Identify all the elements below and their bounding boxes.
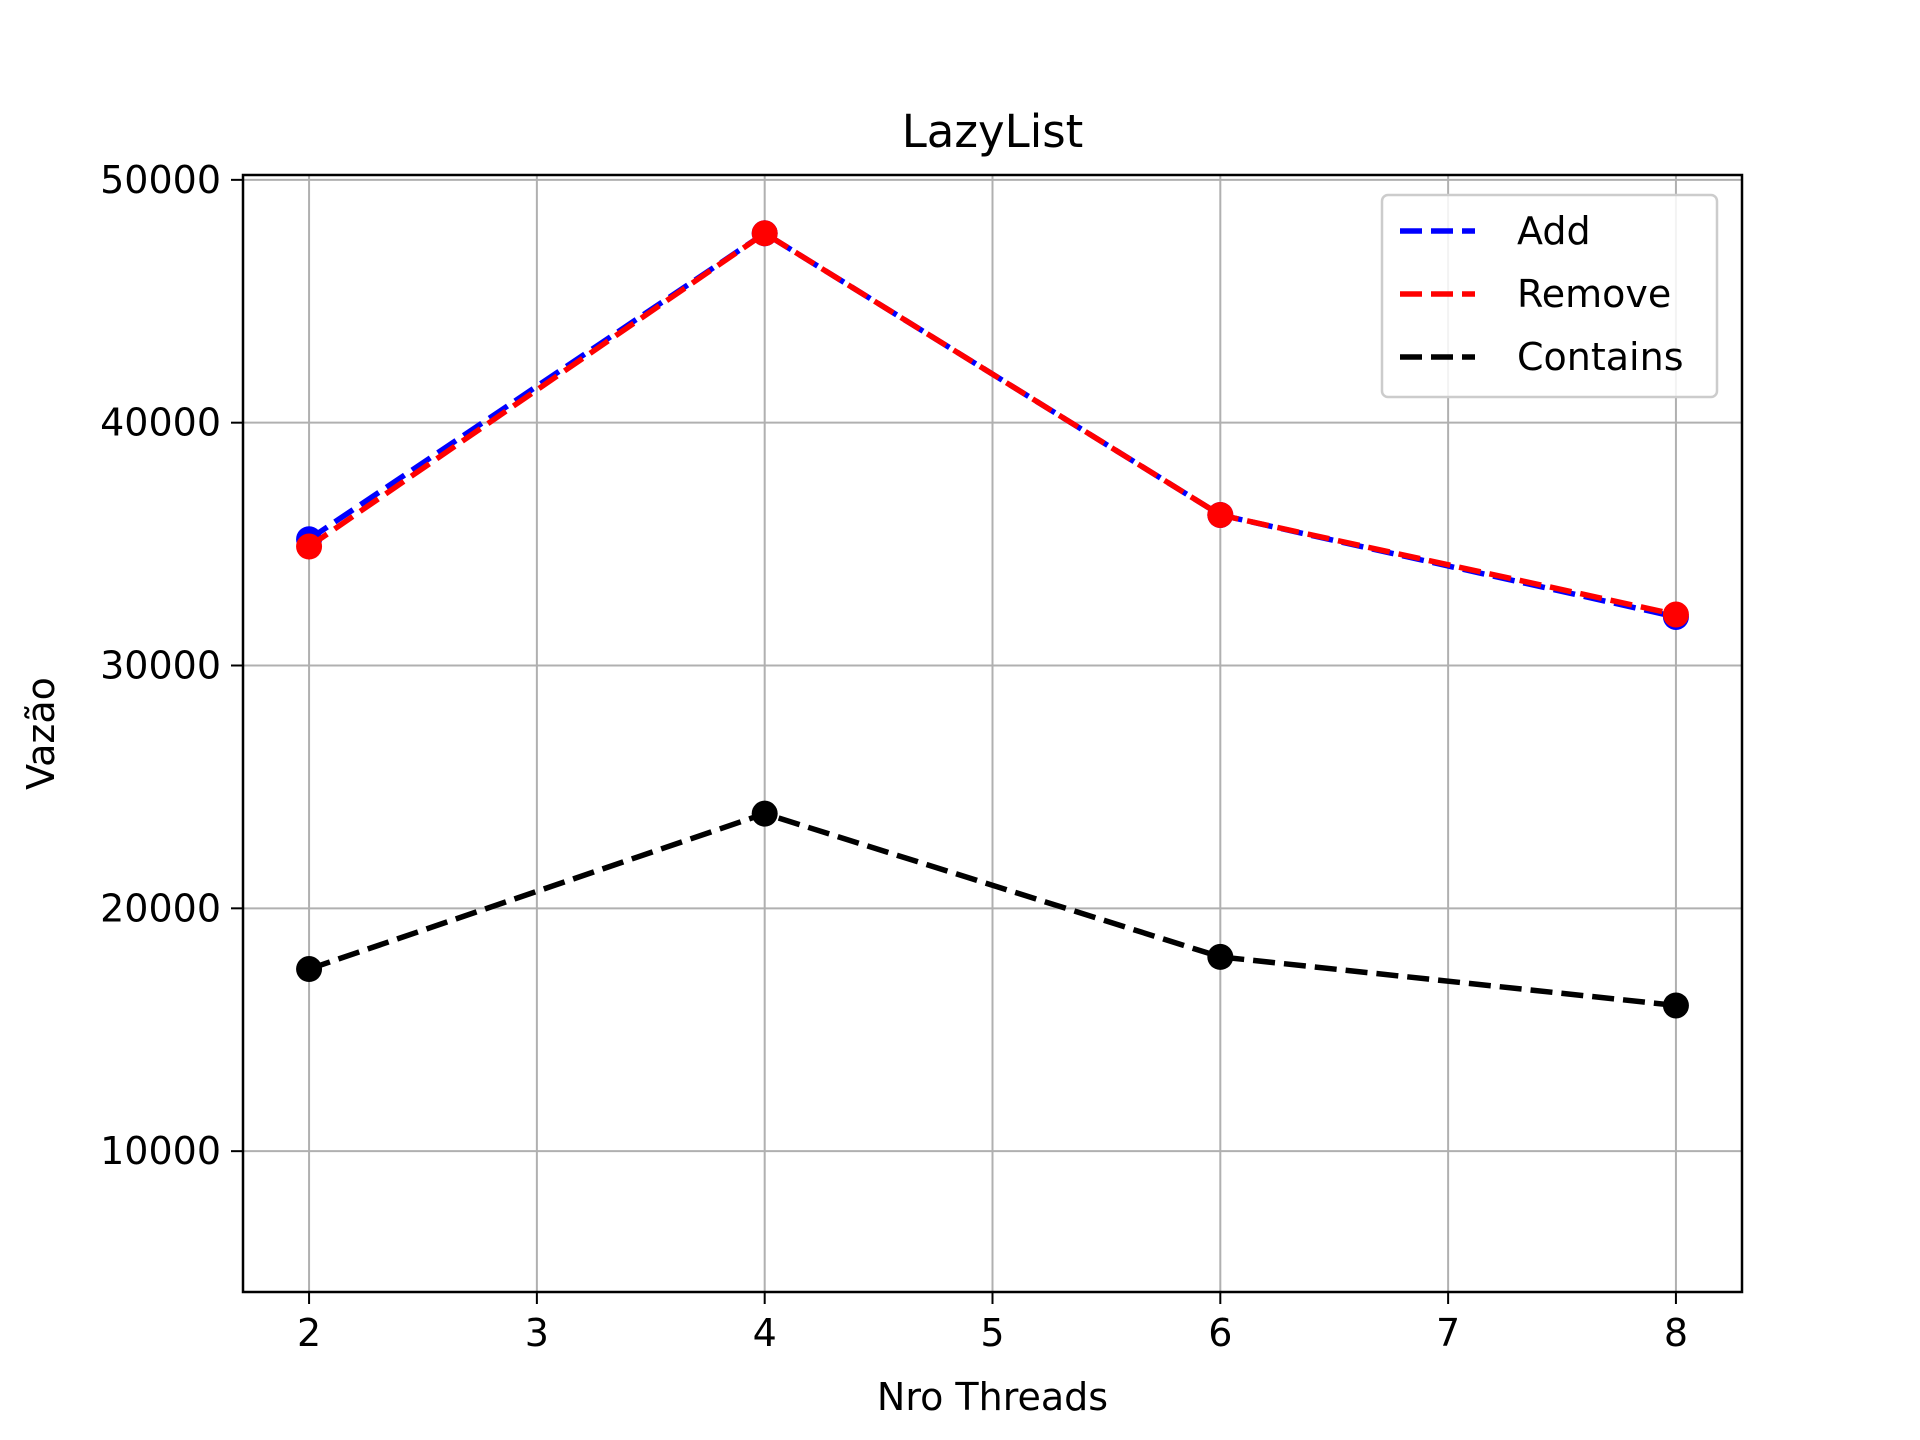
y-tick-label: 10000 [100,1129,221,1173]
y-axis-label: Vazão [19,677,63,790]
data-series [296,220,1689,1019]
y-tick-label: 50000 [100,158,221,202]
y-tick-label: 20000 [100,886,221,930]
data-point [751,800,778,827]
legend-box [1380,193,1719,399]
y-tick-label: 30000 [100,644,221,688]
data-point [1662,601,1689,628]
x-tick-label: 2 [297,1311,321,1355]
chart-title: LazyList [902,105,1084,158]
data-point [1207,501,1234,528]
legend-label: Contains [1517,335,1684,379]
series-line [307,229,1677,618]
legend: Add Remove Contains [1380,193,1719,399]
series-line [308,810,1677,1009]
legend-label: Add [1517,209,1591,253]
data-point [296,956,323,983]
x-axis-label: Nro Threads [877,1375,1108,1419]
x-tick-label: 5 [980,1311,1004,1355]
x-tick-label: 4 [753,1311,777,1355]
y-tick-label: 40000 [100,401,221,445]
x-tick-label: 7 [1436,1311,1460,1355]
data-point [751,220,778,247]
data-point [1662,992,1689,1019]
x-axis-ticks: 2 3 4 5 6 7 8 [297,1292,1688,1355]
series-contains [296,800,1689,1019]
series-remove [296,220,1689,628]
legend-label: Remove [1517,272,1671,316]
data-point [1207,943,1234,970]
y-axis-ticks: 10000 20000 30000 40000 50000 [100,158,243,1173]
x-tick-label: 6 [1208,1311,1232,1355]
x-tick-label: 3 [525,1311,549,1355]
data-point [296,533,323,560]
x-tick-label: 8 [1664,1311,1688,1355]
